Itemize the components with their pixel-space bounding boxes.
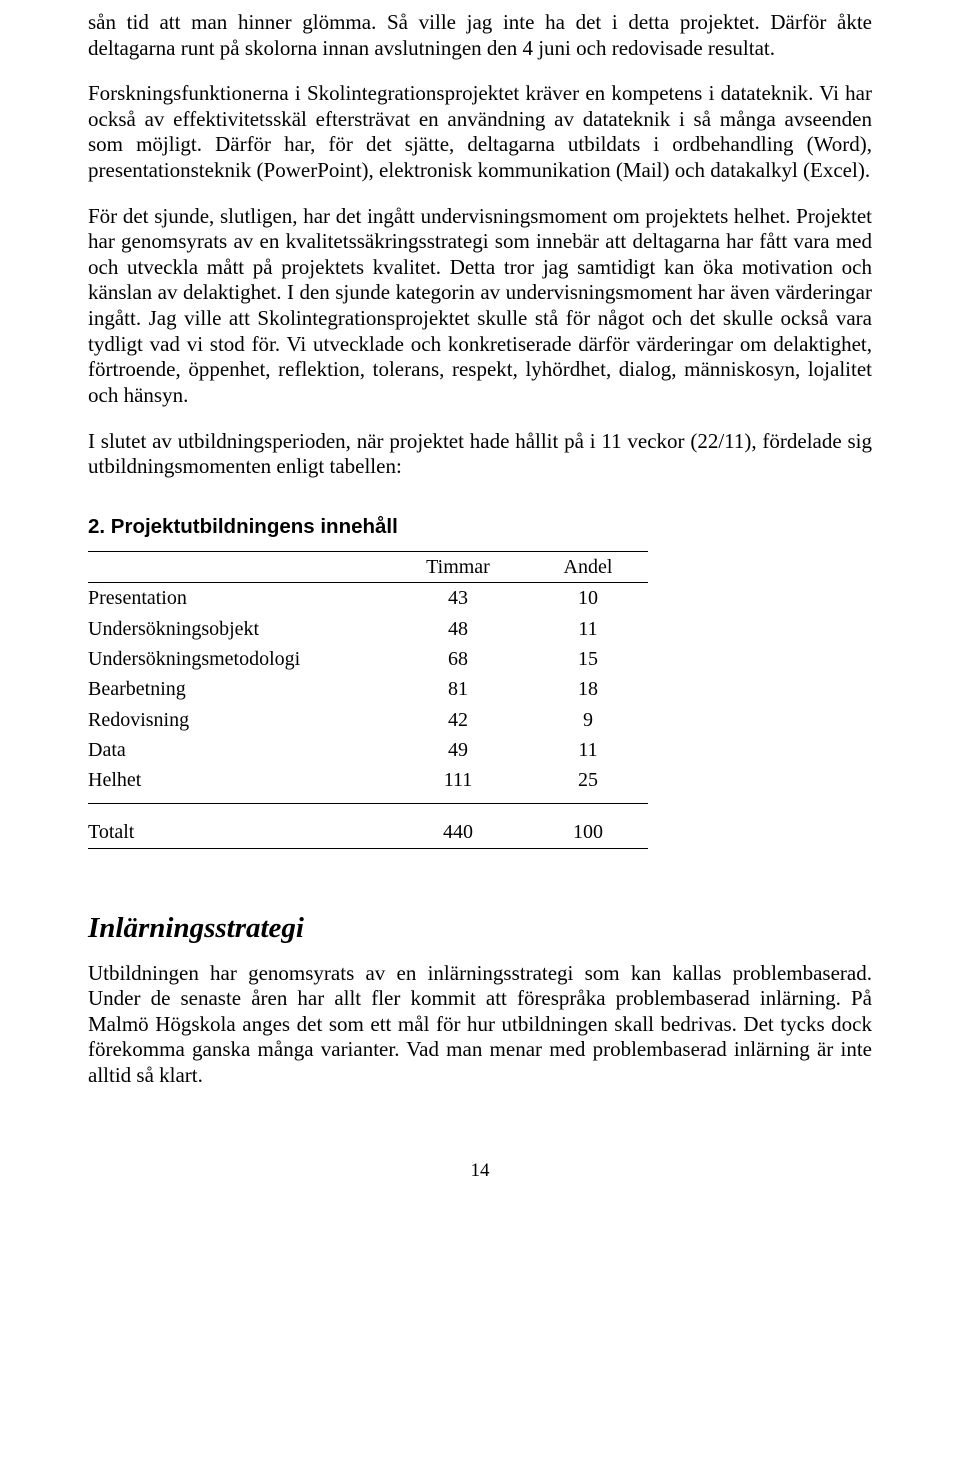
paragraph-4: I slutet av utbildningsperioden, när pro… [88,429,872,480]
table-cell-share: 10 [528,583,648,614]
table-cell-label: Data [88,735,388,765]
table-cell-share: 15 [528,644,648,674]
table-header-hours: Timmar [388,551,528,582]
table-total-share: 100 [528,803,648,848]
table-row: Presentation 43 10 [88,583,648,614]
table-title: 2. Projektutbildningens innehåll [88,514,872,539]
table-cell-share: 11 [528,735,648,765]
table-cell-share: 11 [528,614,648,644]
table-row: Bearbetning 81 18 [88,674,648,704]
paragraph-1: sån tid att man hinner glömma. Så ville … [88,10,872,61]
table-row: Data 49 11 [88,735,648,765]
table-cell-share: 9 [528,705,648,735]
table-total-hours: 440 [388,803,528,848]
table-cell-label: Undersökningsobjekt [88,614,388,644]
table-cell-hours: 43 [388,583,528,614]
table-row: Helhet 111 25 [88,765,648,803]
table-cell-hours: 81 [388,674,528,704]
table-row: Undersökningsobjekt 48 11 [88,614,648,644]
section-title: Inlärningsstrategi [88,911,872,946]
paragraph-3: För det sjunde, slutligen, har det ingåt… [88,204,872,409]
content-table: Timmar Andel Presentation 43 10 Undersök… [88,551,648,850]
table-cell-hours: 42 [388,705,528,735]
table-cell-hours: 111 [388,765,528,803]
table-header-label [88,551,388,582]
table-header-share: Andel [528,551,648,582]
table-cell-label: Undersökningsmetodologi [88,644,388,674]
document-page: sån tid att man hinner glömma. Så ville … [0,0,960,1475]
table-cell-hours: 49 [388,735,528,765]
table-cell-hours: 48 [388,614,528,644]
table-cell-share: 18 [528,674,648,704]
table-cell-share: 25 [528,765,648,803]
paragraph-2: Forskningsfunktionerna i Skolintegration… [88,81,872,183]
table-cell-label: Bearbetning [88,674,388,704]
table-cell-label: Helhet [88,765,388,803]
table-total-label: Totalt [88,803,388,848]
table-header-row: Timmar Andel [88,551,648,582]
page-number: 14 [88,1159,872,1182]
table-cell-hours: 68 [388,644,528,674]
table-total-row: Totalt 440 100 [88,803,648,848]
table-row: Undersökningsmetodologi 68 15 [88,644,648,674]
table-row: Redovisning 42 9 [88,705,648,735]
table-cell-label: Redovisning [88,705,388,735]
section-body: Utbildningen har genomsyrats av en inlär… [88,961,872,1089]
table-cell-label: Presentation [88,583,388,614]
